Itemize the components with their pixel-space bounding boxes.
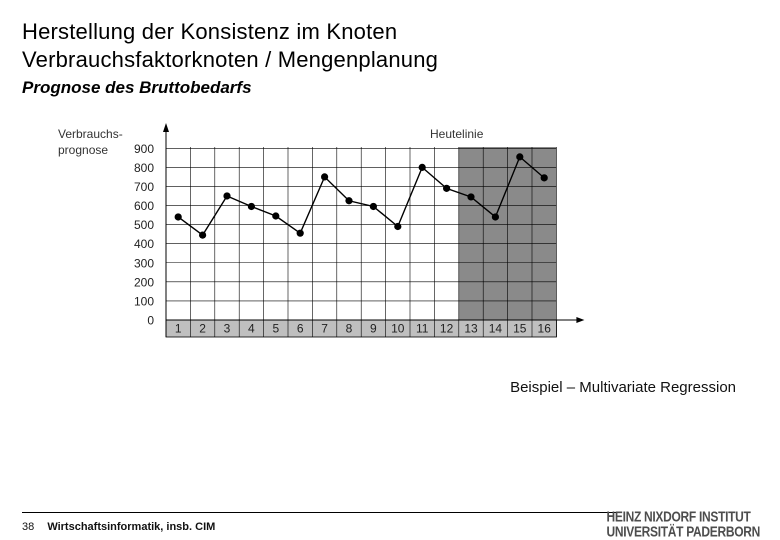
- x-tick-label: 11: [416, 322, 429, 336]
- x-tick-label: 12: [440, 322, 454, 336]
- data-point: [272, 212, 280, 220]
- y-tick-label: 900: [134, 142, 154, 156]
- x-tick-label: 15: [513, 322, 527, 336]
- x-axis-arrow: [576, 317, 585, 323]
- data-point: [394, 222, 402, 231]
- data-point: [174, 213, 182, 221]
- y-axis-label-line-1: Verbrauchs-: [58, 127, 123, 141]
- data-point: [516, 153, 524, 161]
- x-tick-label: 7: [321, 322, 328, 336]
- x-tick-label: 14: [489, 322, 503, 336]
- x-tick-label: 16: [538, 322, 552, 336]
- title-line-2: Verbrauchsfaktorknoten / Mengenplanung: [22, 47, 439, 72]
- data-point: [247, 202, 255, 211]
- chart-axes: [163, 123, 585, 337]
- y-tick-label: 600: [134, 199, 154, 213]
- y-axis-arrow: [163, 123, 169, 132]
- logo-line-2: UNIVERSITÄT PADERBORN: [606, 522, 761, 540]
- x-tick-label: 4: [248, 322, 255, 336]
- data-point: [345, 197, 353, 205]
- y-tick-labels: 0 100 200 300 400 500 600 700 800 900: [134, 142, 154, 328]
- data-point: [491, 213, 499, 221]
- x-tick-label: 8: [346, 322, 353, 336]
- y-tick-label: 700: [134, 180, 154, 194]
- data-point: [467, 193, 475, 201]
- data-point: [223, 192, 231, 200]
- y-axis-label-line-2: prognose: [58, 143, 108, 157]
- data-point: [296, 229, 304, 237]
- y-tick-label: 0: [147, 314, 154, 328]
- series-polyline: [177, 155, 545, 237]
- today-line-annotation: Heutelinie: [430, 127, 484, 141]
- x-tick-label: 13: [464, 322, 478, 336]
- y-tick-label: 200: [134, 275, 154, 289]
- y-tick-label: 800: [134, 161, 154, 175]
- data-point: [443, 184, 451, 192]
- x-tick-label: 5: [272, 322, 279, 336]
- chart-caption: Beispiel – Multivariate Regression: [510, 379, 736, 396]
- x-tick-label: 3: [224, 322, 231, 336]
- data-point: [199, 231, 207, 239]
- x-tick-label: 9: [370, 322, 377, 336]
- x-tick-labels: 1 2 3 4 5 6 7 8 9 10 11 12 13 14 15 16: [175, 322, 551, 336]
- page-subtitle: Prognose des Bruttobedarfs: [22, 78, 252, 97]
- y-tick-label: 500: [134, 218, 154, 232]
- logo-line-1: HEINZ NIXDORF INSTITUT: [606, 507, 751, 526]
- title-line-1: Herstellung der Konsistenz im Knoten: [22, 19, 398, 44]
- footer-divider: [22, 512, 622, 513]
- y-tick-label: 300: [134, 256, 154, 270]
- x-tick-label: 2: [199, 322, 206, 336]
- x-tick-label: 10: [391, 322, 405, 336]
- institute-logo: HEINZ NIXDORF INSTITUT UNIVERSITÄT PADER…: [606, 507, 761, 540]
- page-title: Herstellung der Konsistenz im Knoten Ver…: [22, 18, 438, 74]
- footer: 38 Wirtschaftsinformatik, insb. CIM: [22, 521, 215, 533]
- x-tick-label: 6: [297, 322, 304, 336]
- series-points: [174, 153, 548, 239]
- data-point: [540, 174, 548, 182]
- x-tick-label: 1: [175, 322, 182, 336]
- y-tick-label: 100: [134, 294, 154, 308]
- footer-organization: Wirtschaftsinformatik, insb. CIM: [47, 521, 216, 533]
- data-point: [321, 173, 329, 181]
- data-point: [369, 202, 377, 211]
- data-point: [418, 163, 426, 171]
- y-tick-label: 400: [134, 237, 154, 251]
- page-number: 38: [22, 521, 35, 533]
- series-line: [177, 155, 545, 237]
